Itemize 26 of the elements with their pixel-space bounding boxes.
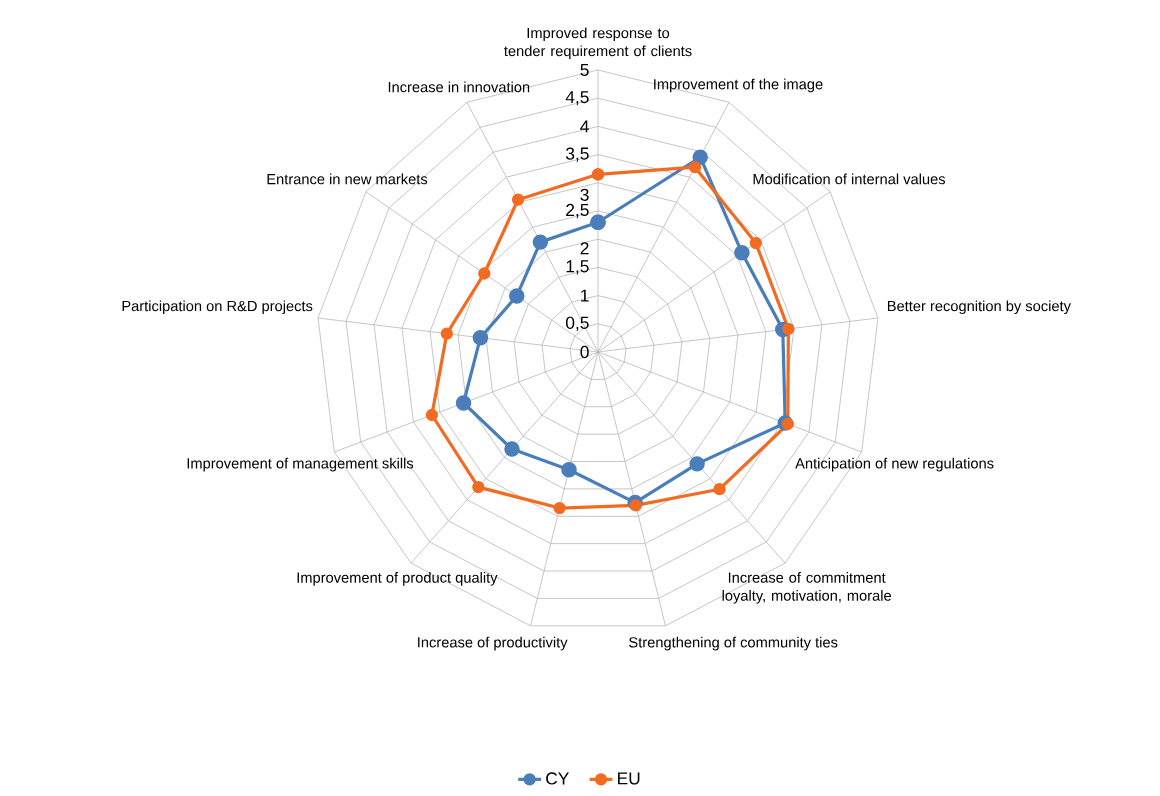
y-tick-label: 5 xyxy=(580,63,589,77)
spoke-label: Improved response to tender requirement of clients xyxy=(504,27,692,60)
legend-label: CY xyxy=(546,772,569,785)
spoke-label: Increase in innovation xyxy=(388,81,530,93)
spoke-label: Participation on R&D projects xyxy=(122,300,313,315)
y-tick-label: 4 xyxy=(580,120,589,133)
y-tick-label: 3 xyxy=(580,188,589,201)
spoke-label: Improvement of product quality xyxy=(297,572,498,586)
y-tick-label: 2 xyxy=(580,242,589,255)
y-tick-label: 1 xyxy=(581,289,589,302)
spoke-label: Increase of commitment loyalty, motivation, morale xyxy=(722,572,892,604)
spoke-label: Improvement of the image xyxy=(654,78,823,93)
y-tick-label: 3,5 xyxy=(565,147,589,162)
y-tick-label: 4,5 xyxy=(565,91,589,106)
spoke-label: Increase of productivity xyxy=(418,636,568,651)
y-tick-label: 0,5 xyxy=(565,316,589,331)
spoke-label: Strengthening of community ties xyxy=(629,636,838,651)
legend-label: EU xyxy=(618,772,640,785)
y-tick-label: 1,5 xyxy=(566,260,589,275)
spoke-label: Better recognition by society xyxy=(887,300,1071,315)
y-tick-label: 0 xyxy=(580,345,589,359)
spoke-label: Improvement of management skills xyxy=(187,457,414,472)
y-tick-label: 2,5 xyxy=(566,203,589,219)
spoke-label: Anticipation of new regulations xyxy=(795,457,994,472)
spoke-label: Entrance in new markets xyxy=(267,173,428,185)
spoke-label: Modification of internal values xyxy=(753,173,946,185)
